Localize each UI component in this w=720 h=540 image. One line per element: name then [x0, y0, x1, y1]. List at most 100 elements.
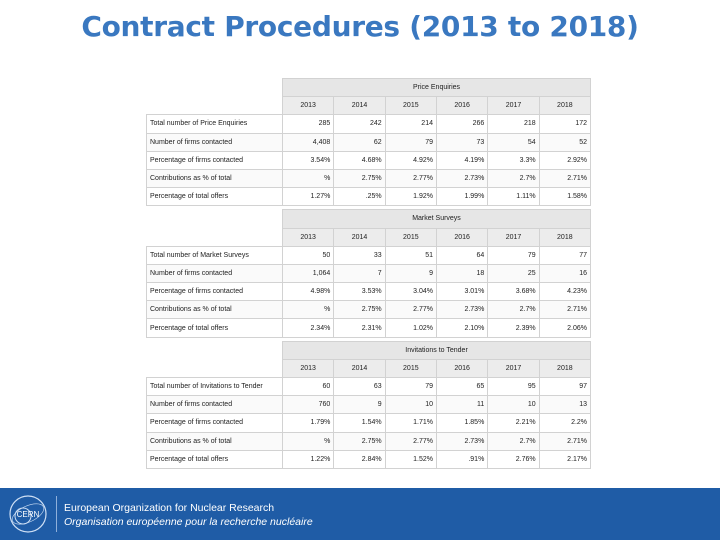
blank-cell — [147, 359, 283, 377]
org-name-fr: Organisation européenne pour la recherch… — [64, 516, 313, 528]
value-cell: 2.17% — [538, 449, 592, 469]
value-cell: 2.21% — [487, 413, 540, 433]
value-cell: 1.11% — [487, 187, 540, 207]
value-cell: 218 — [487, 114, 540, 134]
table-row: Percentage of total offers 1.22% 2.84% 1.52… — [146, 449, 592, 469]
value-cell: 1.27% — [281, 187, 335, 207]
value-cell: 3.04% — [384, 282, 437, 302]
value-cell: 2.71% — [538, 168, 592, 189]
value-cell: 64 — [435, 245, 489, 265]
value-cell: .25% — [333, 187, 386, 207]
tables-area: Price Enquiries 2013 2014 2015 2016 2017 2018 T… — [146, 77, 592, 472]
year-header: 2016 — [435, 358, 489, 379]
value-cell: 4.92% — [384, 150, 437, 170]
row-label: Contributions as % of total — [146, 168, 283, 189]
logo-text: CERN — [17, 510, 40, 519]
value-cell: 13 — [538, 395, 592, 415]
value-cell: 2.7% — [487, 431, 540, 451]
stats-table: Invitations to Tender 2013 2014 2015 2016 201… — [146, 340, 592, 469]
table-row: Number of firms contacted 1,064 7 9 18 25 16 — [146, 263, 592, 284]
value-cell: % — [281, 431, 335, 451]
year-header: 2013 — [281, 96, 335, 116]
year-header: 2015 — [384, 96, 437, 116]
value-cell: 50 — [281, 245, 335, 265]
row-label: Contributions as % of total — [146, 431, 283, 451]
value-cell: 2.75% — [333, 300, 386, 320]
value-cell: 1.79% — [281, 413, 335, 433]
org-name-en: European Organization for Nuclear Resear… — [64, 502, 275, 514]
section-title: Invitations to Tender — [281, 340, 592, 360]
year-header: 2016 — [435, 227, 489, 247]
row-label: Contributions as % of total — [146, 300, 283, 320]
table-row: Percentage of total offers 2.34% 2.31% 1.02… — [146, 318, 592, 338]
value-cell: 1.54% — [333, 413, 386, 433]
value-cell: 10 — [487, 395, 540, 415]
table-row: Contributions as % of total% 2.75% 2.77% 2.… — [146, 168, 592, 189]
value-cell: 242 — [333, 114, 386, 134]
slide-title: Contract Procedures (2013 to 2018) — [81, 10, 639, 43]
footer-divider — [56, 496, 57, 532]
value-cell: 760 — [281, 395, 335, 415]
value-cell: 7 — [333, 263, 386, 284]
value-cell: 2.77% — [384, 431, 437, 451]
year-header: 2013 — [281, 227, 335, 247]
value-cell: 2.7% — [487, 300, 540, 320]
value-cell: 73 — [435, 132, 489, 152]
value-cell: 2.77% — [384, 168, 437, 189]
row-label: Percentage of total offers — [146, 449, 283, 469]
table-row: Percentage of firms contacted 3.54% 4.68% 4… — [146, 150, 592, 170]
value-cell: 1.71% — [384, 413, 437, 433]
value-cell: 52 — [538, 132, 592, 152]
section-title: Price Enquiries — [281, 77, 592, 98]
value-cell: 10 — [384, 395, 437, 415]
value-cell: 4,408 — [281, 132, 335, 152]
value-cell: 2.92% — [538, 150, 592, 170]
stats-table: Market Surveys 2013 2014 2015 2016 2017 2018 To… — [146, 209, 592, 338]
year-header: 2014 — [333, 96, 386, 116]
value-cell: 2.77% — [384, 300, 437, 320]
table-row: Total number of Price Enquiries 285 242 214… — [146, 114, 592, 134]
value-cell: 2.75% — [333, 431, 386, 451]
value-cell: 2.84% — [333, 449, 386, 469]
year-header: 2017 — [487, 96, 540, 116]
year-header: 2017 — [487, 227, 540, 247]
value-cell: 2.71% — [538, 431, 592, 451]
table-row: Contributions as % of total% 2.75% 2.77% 2.… — [146, 431, 592, 451]
cern-logo-icon: CERN — [9, 495, 47, 533]
table-row: Percentage of total offers 1.27% .25% 1.92%… — [146, 187, 592, 207]
value-cell: 4.23% — [538, 282, 592, 302]
year-header: 2014 — [333, 358, 386, 379]
value-cell: 3.01% — [435, 282, 489, 302]
table-row: Total number of Invitations to Tender 60 6… — [146, 376, 592, 397]
value-cell: 2.10% — [435, 318, 489, 338]
table-row: Total number of Market Surveys 50 33 51 64 79… — [146, 245, 592, 265]
value-cell: 2.31% — [333, 318, 386, 338]
value-cell: 1.22% — [281, 449, 335, 469]
year-header: 2018 — [538, 358, 592, 379]
row-label: Number of firms contacted — [146, 395, 283, 415]
year-header: 2017 — [487, 358, 540, 379]
row-label: Total number of Price Enquiries — [146, 114, 283, 134]
row-label: Percentage of total offers — [146, 187, 283, 207]
value-cell: 60 — [281, 376, 335, 397]
value-cell: 11 — [435, 395, 489, 415]
value-cell: 2.76% — [487, 449, 540, 469]
value-cell: 4.68% — [333, 150, 386, 170]
row-label: Percentage of total offers — [146, 318, 283, 338]
table-row: Contributions as % of total% 2.75% 2.77% 2.… — [146, 300, 592, 320]
value-cell: 1.02% — [384, 318, 437, 338]
value-cell: 3.3% — [487, 150, 540, 170]
value-cell: 1.58% — [538, 187, 592, 207]
row-label: Number of firms contacted — [146, 132, 283, 152]
value-cell: 2.73% — [435, 431, 489, 451]
stats-table: Price Enquiries 2013 2014 2015 2016 2017 2018 T… — [146, 77, 592, 207]
value-cell: 3.68% — [487, 282, 540, 302]
table-row: Percentage of firms contacted 1.79% 1.54% 1… — [146, 413, 592, 433]
value-cell: 1.92% — [384, 187, 437, 207]
year-header: 2015 — [384, 227, 437, 247]
year-header: 2013 — [281, 358, 335, 379]
value-cell: % — [281, 168, 335, 189]
value-cell: 1.99% — [435, 187, 489, 207]
blank-cell — [147, 97, 283, 115]
footer-bar: CERN European Organization for Nuclear R… — [0, 488, 720, 540]
